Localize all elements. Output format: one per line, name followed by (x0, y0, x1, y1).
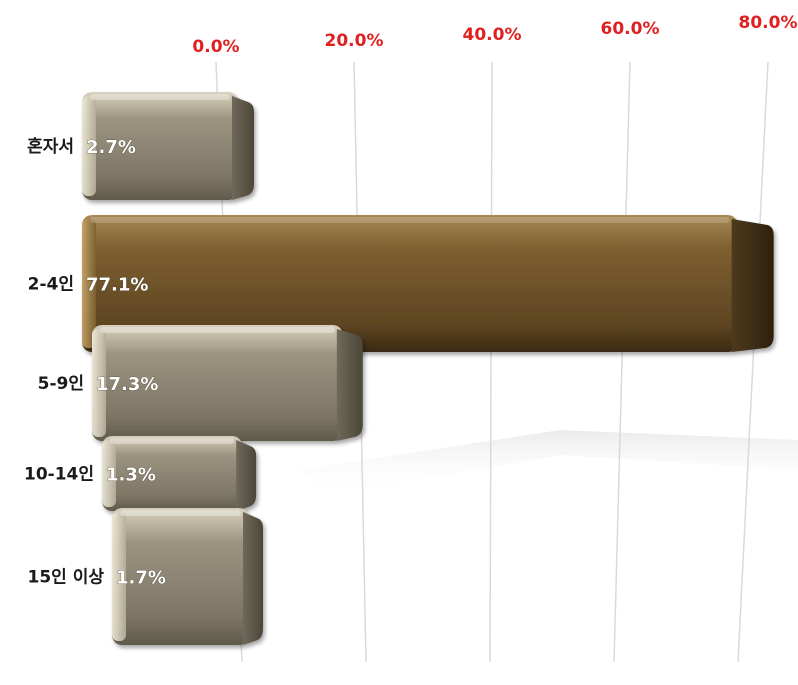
gridline (489, 61, 493, 663)
value-label: 17.3% (96, 374, 158, 395)
bar-bevel (112, 512, 126, 641)
bar-gloss (120, 510, 242, 516)
category-label: 혼자서 (27, 136, 74, 157)
bar (112, 508, 264, 645)
category-label: 2-4인 (28, 275, 74, 295)
bar-end (731, 219, 774, 352)
floor-shadow (300, 430, 798, 495)
bar-end (336, 329, 363, 441)
gridline (613, 61, 631, 663)
bar-bevel (102, 440, 116, 507)
bar-face (102, 436, 243, 511)
bar-end (243, 512, 264, 645)
x-axis-ticks: 0.0% 20.0% 40.0% 60.0% 80.0% (192, 13, 797, 57)
x-tick-label: 60.0% (601, 19, 660, 39)
bars (82, 92, 774, 645)
bar-bevel (82, 219, 96, 348)
x-tick-label: 80.0% (739, 13, 798, 33)
bar-gloss (100, 327, 335, 333)
value-label: 2.7% (86, 137, 136, 158)
bar-bevel (92, 329, 106, 437)
labels: 혼자서 2.7% 2-4인 77.1% 5-9인 17.3% 10-14인 1.3% 15인 이… (24, 136, 166, 589)
bar-end (236, 440, 257, 511)
category-label: 5-9인 (38, 374, 84, 394)
bar-gloss (90, 217, 730, 223)
bar-gloss (110, 438, 235, 444)
bar-bevel (82, 96, 96, 196)
bar-end (232, 96, 255, 200)
value-label: 1.3% (106, 465, 156, 486)
x-tick-label: 20.0% (325, 31, 384, 51)
bar-gloss (90, 94, 231, 100)
bar-face (112, 508, 250, 645)
x-tick-label: 40.0% (463, 25, 522, 45)
bar (102, 436, 257, 511)
x-tick-label: 0.0% (192, 37, 239, 57)
bar-face (92, 325, 343, 441)
value-label: 1.7% (116, 568, 166, 589)
bar-face (82, 215, 738, 352)
gridline (737, 61, 769, 663)
category-label: 15인 이상 (28, 568, 105, 588)
category-label: 10-14인 (24, 465, 94, 485)
bar (82, 215, 774, 352)
bar (82, 92, 255, 200)
bar-face (82, 92, 239, 200)
value-label: 77.1% (86, 275, 148, 296)
bar (92, 325, 363, 441)
